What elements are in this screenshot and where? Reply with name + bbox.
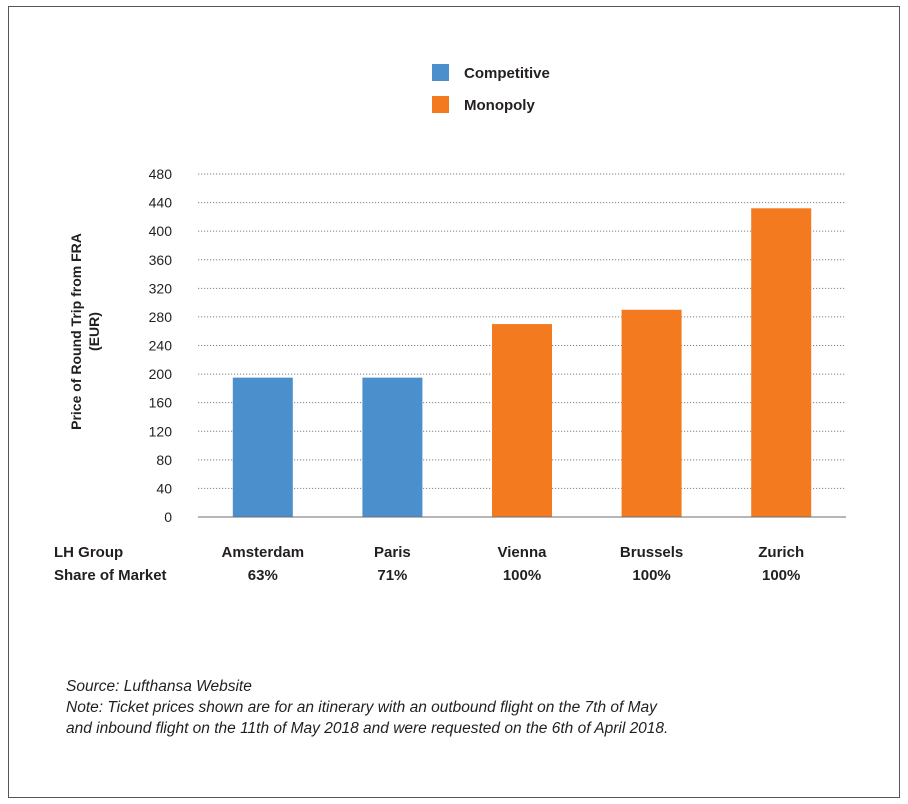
x-share-label: 100% [762,567,800,584]
x-share-label: 100% [632,567,670,584]
legend-label-competitive: Competitive [464,65,550,82]
row-header-label: Share of Market [54,567,167,584]
y-tick-label: 0 [164,509,172,525]
y-tick-label: 120 [149,423,173,439]
x-share-label: 100% [503,567,541,584]
y-axis-label-line: Price of Round Trip from FRA [68,233,84,430]
x-category-label: Vienna [498,544,548,561]
y-tick-label: 440 [149,195,173,211]
y-axis-label: Price of Round Trip from FRA (EUR) [68,233,102,430]
y-tick-label: 320 [149,280,173,296]
y-tick-label: 40 [156,480,172,496]
y-tick-label: 240 [149,338,173,354]
y-tick-label: 280 [149,309,173,325]
bar-amsterdam [232,377,293,517]
y-tick-label: 80 [156,452,172,468]
chart-notes: Source: Lufthansa Website Note: Ticket p… [66,676,886,739]
x-category-label: Paris [374,544,411,561]
y-tick-label: 400 [149,223,173,239]
x-category-label: Amsterdam [222,544,305,561]
legend-label-monopoly: Monopoly [464,97,535,114]
bar-vienna [492,324,552,517]
bars [232,208,812,518]
source-text: Source: Lufthansa Website [66,678,252,695]
legend: Competitive Monopoly [432,64,550,114]
bar-brussels [621,309,682,517]
note-text-line-2: and inbound flight on the 11th of May 20… [66,720,669,737]
x-share-label: 63% [248,567,278,584]
y-axis-label-line: (EUR) [86,312,102,351]
x-category-label: Brussels [620,544,683,561]
y-tick-label: 480 [149,166,173,182]
note-text-line-1: Note: Ticket prices shown are for an iti… [66,699,657,716]
row-header-label: LH Group [54,544,123,561]
y-tick-label: 160 [149,395,173,411]
y-tick-label: 200 [149,366,173,382]
y-axis-ticks: 0 40 80 120 160 200 240 280 320 360 400 440 480 [149,166,173,525]
x-category-label: Zurich [758,544,804,561]
x-share-label: 71% [377,567,407,584]
x-axis-labels: Amsterdam 63% Paris 71% Vienna 100% Brussels 10… [54,544,804,584]
bar-paris [362,377,423,517]
bar-zurich [751,208,812,518]
legend-swatch-competitive [432,64,449,81]
legend-swatch-monopoly [432,96,449,113]
y-tick-label: 360 [149,252,173,268]
